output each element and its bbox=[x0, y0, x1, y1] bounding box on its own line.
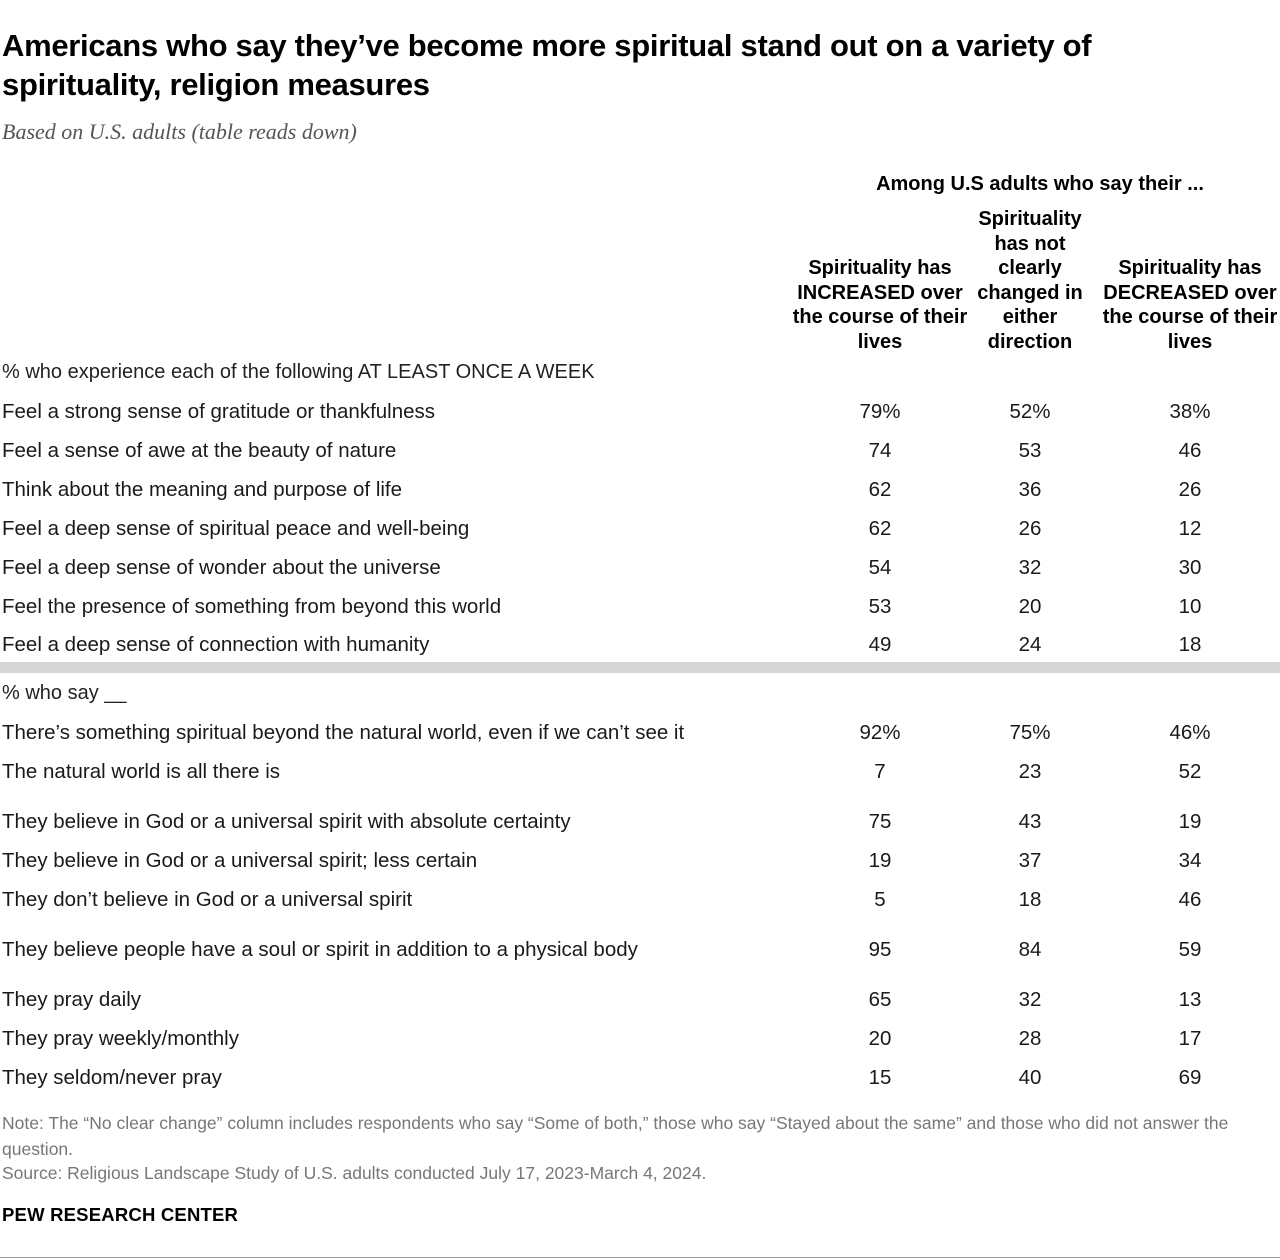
table-row: Feel a deep sense of connection with hum… bbox=[0, 633, 1280, 661]
table-row: They pray weekly/monthly 20 28 17 bbox=[0, 1027, 1280, 1055]
value-increased: 95 bbox=[868, 938, 892, 961]
row-label: Feel a sense of awe at the beauty of nat… bbox=[2, 439, 397, 462]
value-decreased: 46 bbox=[1178, 439, 1202, 462]
value-increased: 65 bbox=[868, 988, 892, 1011]
value-no-change: 18 bbox=[1018, 888, 1042, 911]
table-row: They don’t believe in God or a universal… bbox=[0, 888, 1280, 916]
table-row: They seldom/never pray 15 40 69 bbox=[0, 1066, 1280, 1094]
row-label: The natural world is all there is bbox=[2, 760, 281, 783]
value-no-change: 26 bbox=[1018, 517, 1042, 540]
row-label: Feel a strong sense of gratitude or than… bbox=[2, 400, 436, 423]
value-increased: 92% bbox=[859, 721, 901, 744]
row-label: They believe in God or a universal spiri… bbox=[2, 810, 571, 833]
value-no-change: 53 bbox=[1018, 439, 1042, 462]
row-label: Feel a deep sense of wonder about the un… bbox=[2, 556, 441, 579]
table-row: The natural world is all there is 7 23 52 bbox=[0, 760, 1280, 788]
value-no-change: 52% bbox=[1009, 400, 1051, 423]
row-label: Feel a deep sense of spiritual peace and… bbox=[2, 517, 470, 540]
value-increased: 62 bbox=[868, 517, 892, 540]
row-label: Think about the meaning and purpose of l… bbox=[2, 478, 403, 501]
value-no-change: 32 bbox=[1018, 988, 1042, 1011]
value-increased: 19 bbox=[868, 849, 892, 872]
value-increased: 5 bbox=[874, 888, 886, 911]
row-label: They believe people have a soul or spiri… bbox=[2, 938, 638, 961]
value-no-change: 40 bbox=[1018, 1066, 1042, 1089]
value-increased: 53 bbox=[868, 595, 892, 618]
column-header-decreased: Spirituality has DECREASED over the cour… bbox=[1102, 257, 1278, 353]
row-label: They believe in God or a universal spiri… bbox=[2, 849, 478, 872]
row-label: They pray daily bbox=[2, 988, 142, 1011]
value-no-change: 43 bbox=[1018, 810, 1042, 833]
value-no-change: 36 bbox=[1018, 478, 1042, 501]
value-no-change: 32 bbox=[1018, 556, 1042, 579]
table-row: Think about the meaning and purpose of l… bbox=[0, 478, 1280, 506]
value-decreased: 30 bbox=[1178, 556, 1202, 579]
value-increased: 20 bbox=[868, 1027, 892, 1050]
value-increased: 62 bbox=[868, 478, 892, 501]
value-increased: 79% bbox=[859, 400, 901, 423]
value-decreased: 10 bbox=[1178, 595, 1202, 618]
value-decreased: 12 bbox=[1178, 517, 1202, 540]
table-row: They believe people have a soul or spiri… bbox=[0, 938, 1280, 966]
table-row: Feel a strong sense of gratitude or than… bbox=[0, 400, 1280, 428]
table-row: Feel a sense of awe at the beauty of nat… bbox=[0, 439, 1280, 467]
chart-note: Note: The “No clear change” column inclu… bbox=[2, 1113, 1229, 1159]
table-row: There’s something spiritual beyond the n… bbox=[0, 721, 1280, 749]
value-no-change: 23 bbox=[1018, 760, 1042, 783]
value-increased: 15 bbox=[868, 1066, 892, 1089]
row-label: They don’t believe in God or a universal… bbox=[2, 888, 413, 911]
value-decreased: 46 bbox=[1178, 888, 1202, 911]
section-label: % who experience each of the following A… bbox=[2, 361, 595, 383]
value-increased: 74 bbox=[868, 439, 892, 462]
value-decreased: 52 bbox=[1178, 760, 1202, 783]
value-decreased: 17 bbox=[1178, 1027, 1202, 1050]
column-header-increased: Spirituality has INCREASED over the cour… bbox=[792, 257, 968, 353]
chart-title: Americans who say they’ve become more sp… bbox=[2, 28, 1092, 102]
value-decreased: 26 bbox=[1178, 478, 1202, 501]
value-increased: 7 bbox=[874, 760, 886, 783]
value-decreased: 59 bbox=[1178, 938, 1202, 961]
value-no-change: 24 bbox=[1018, 633, 1042, 656]
value-no-change: 37 bbox=[1018, 849, 1042, 872]
value-decreased: 19 bbox=[1178, 810, 1202, 833]
row-label: Feel a deep sense of connection with hum… bbox=[2, 633, 430, 656]
chart-source: Source: Religious Landscape Study of U.S… bbox=[2, 1163, 707, 1183]
value-decreased: 18 bbox=[1178, 633, 1202, 656]
column-group-header: Among U.S adults who say their ... bbox=[876, 173, 1204, 195]
value-no-change: 20 bbox=[1018, 595, 1042, 618]
table-row: They believe in God or a universal spiri… bbox=[0, 810, 1280, 838]
table-row: They believe in God or a universal spiri… bbox=[0, 849, 1280, 877]
value-no-change: 75% bbox=[1009, 721, 1051, 744]
table-row: Feel a deep sense of wonder about the un… bbox=[0, 556, 1280, 584]
value-decreased: 38% bbox=[1169, 400, 1211, 423]
row-label: They pray weekly/monthly bbox=[2, 1027, 239, 1050]
table-row: Feel the presence of something from beyo… bbox=[0, 595, 1280, 623]
table-row: They pray daily 65 32 13 bbox=[0, 988, 1280, 1016]
value-decreased: 34 bbox=[1178, 849, 1202, 872]
value-no-change: 84 bbox=[1018, 938, 1042, 961]
row-label: Feel the presence of something from beyo… bbox=[2, 595, 502, 618]
value-decreased: 13 bbox=[1178, 988, 1202, 1011]
column-header-no-change: Spirituality has not clearly changed in … bbox=[977, 208, 1083, 353]
value-increased: 75 bbox=[868, 810, 892, 833]
value-no-change: 28 bbox=[1018, 1027, 1042, 1050]
bottom-rule bbox=[0, 1257, 1280, 1258]
value-increased: 49 bbox=[868, 633, 892, 656]
row-label: There’s something spiritual beyond the n… bbox=[2, 721, 685, 744]
section-divider bbox=[0, 662, 1280, 673]
value-increased: 54 bbox=[868, 556, 892, 579]
brand-label: PEW RESEARCH CENTER bbox=[2, 1204, 239, 1225]
chart-subtitle: Based on U.S. adults (table reads down) bbox=[2, 119, 357, 144]
row-label: They seldom/never pray bbox=[2, 1066, 222, 1089]
value-decreased: 69 bbox=[1178, 1066, 1202, 1089]
value-decreased: 46% bbox=[1169, 721, 1211, 744]
table-row: Feel a deep sense of spiritual peace and… bbox=[0, 517, 1280, 545]
section-label: % who say __ bbox=[2, 682, 127, 704]
